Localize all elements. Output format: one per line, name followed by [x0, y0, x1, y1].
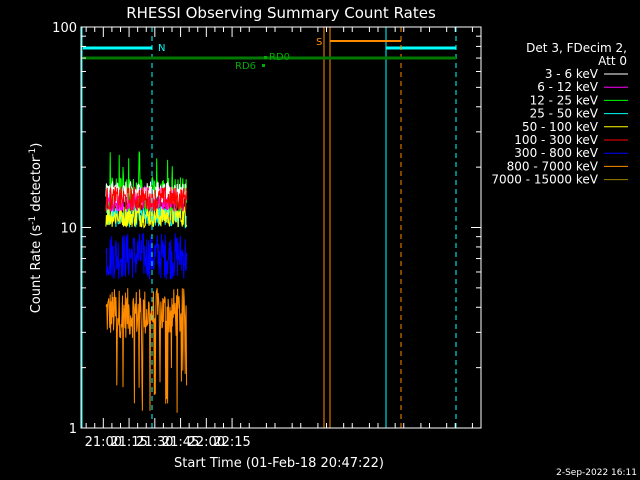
rd6-label: RD6 — [235, 61, 256, 72]
legend-label: 12 - 25 keV — [530, 93, 599, 107]
x-tick-label: 21:30 — [136, 435, 173, 450]
y-axis-label-sup2: -1 — [28, 148, 38, 157]
series-line-4 — [105, 205, 188, 229]
x-tick-label: 21:00 — [85, 435, 122, 450]
data-layer — [105, 151, 188, 413]
footer-date: 2-Sep-2022 16:11 — [556, 468, 637, 478]
legend-header-2: Att 0 — [598, 54, 627, 68]
y-tick-label: 1 — [69, 422, 77, 437]
legend-label: 800 - 7000 keV — [507, 159, 599, 173]
plot-frame — [80, 26, 482, 429]
rd0-marker — [264, 56, 267, 59]
legend-header-1: Det 3, FDecim 2, — [526, 41, 627, 55]
y-axis-label-sup1: -1 — [28, 216, 38, 225]
y-tick-label: 10 — [60, 222, 77, 237]
series-line-6 — [105, 233, 188, 280]
x-tick-label: 22:00 — [188, 435, 225, 450]
y-tick-label: 100 — [52, 21, 77, 36]
legend-label: 100 - 300 keV — [514, 133, 598, 147]
y-axis-label-end: ) — [29, 143, 44, 148]
x-tick-label: 21:45 — [162, 435, 199, 450]
x-tick-label: 21:15 — [110, 435, 147, 450]
legend-label: 25 - 50 keV — [530, 107, 599, 121]
y-axis-label-main: Count Rate (s — [29, 225, 44, 314]
chart-title: RHESSI Observing Summary Count Rates — [126, 4, 436, 22]
y-axis: 100 10 1 — [52, 21, 481, 437]
x-axis-label: Start Time (01-Feb-18 20:47:22) — [174, 456, 384, 471]
saa-label: S — [316, 37, 322, 48]
rd0-label: RD0 — [269, 52, 290, 63]
legend-label: 50 - 100 keV — [522, 120, 599, 134]
series-line-5 — [105, 185, 188, 212]
series-line-7 — [105, 288, 188, 413]
legend-label: 300 - 800 keV — [514, 146, 598, 160]
y-axis-label-mid: detector — [29, 156, 44, 216]
legend-label: 6 - 12 keV — [537, 80, 599, 94]
rd6-marker — [262, 64, 265, 67]
legend-label: 7000 - 15000 keV — [491, 173, 598, 187]
x-tick-label: 22:15 — [213, 435, 250, 450]
legend-label: 3 - 6 keV — [545, 67, 599, 81]
overlay-layer: N S RD0 RD6 — [81, 27, 457, 428]
y-axis-label: Count Rate (s-1 detector-1) — [28, 143, 44, 314]
night-label: N — [158, 43, 165, 54]
